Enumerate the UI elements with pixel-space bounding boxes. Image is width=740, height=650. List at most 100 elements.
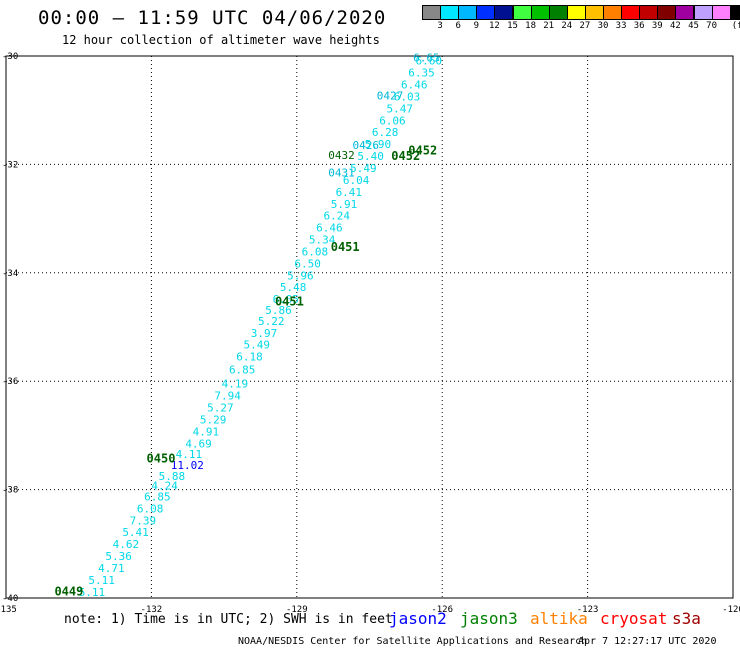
- swh-point-label: 4.24: [151, 480, 178, 493]
- colorbar-label: 42: [669, 21, 681, 31]
- chart-subtitle: 12 hour collection of altimeter wave hei…: [62, 33, 380, 47]
- y-tick-label: -40: [2, 594, 18, 604]
- track-point-label: 0432: [328, 149, 355, 162]
- colorbar-label: 36: [633, 21, 645, 31]
- swh-point-label: 6.60: [416, 55, 443, 68]
- swh-point-label: 6.46: [316, 222, 343, 235]
- swh-point-label: 6.04: [343, 174, 370, 187]
- legend-jason2: jason2: [389, 609, 447, 628]
- legend-altika: altika: [530, 609, 588, 628]
- swh-points: 04320431042604276.655.115.114.715.364.62…: [54, 51, 442, 598]
- colorbar-unit: (ft): [731, 21, 740, 31]
- swh-point-label: 5.41: [122, 526, 149, 539]
- colorbar-label: 33: [615, 21, 627, 31]
- swh-point-label: 7.39: [130, 514, 157, 527]
- pass-time-label: 0452: [408, 144, 437, 158]
- colorbar-label: 30: [597, 21, 609, 31]
- colorbar-label: 21: [543, 21, 555, 31]
- axis-ticks: -135 -132 -129 -126 -123 -120 -30 -32 -34 -36 -38 -…: [0, 52, 740, 615]
- plot-frame: [5, 55, 734, 599]
- swh-point-label: 6.08: [302, 245, 329, 258]
- track-point-label: 6.65: [413, 51, 440, 64]
- pass-time-label: 0452: [391, 149, 420, 163]
- swh-point-label: 5.49: [243, 339, 270, 352]
- swh-point-label: 6.24: [323, 210, 350, 223]
- colorbar-swatch: [729, 5, 740, 20]
- swh-point-label: 4.19: [222, 378, 249, 391]
- legend-jason3: jason3: [460, 609, 518, 628]
- x-tick-label: -135: [0, 605, 17, 615]
- x-tick-label: -129: [286, 605, 308, 615]
- colorbar-label: 45: [688, 21, 699, 31]
- swh-point-label: 5.22: [258, 315, 285, 328]
- swh-point-label: 5.91: [331, 198, 358, 211]
- y-tick-label: -34: [2, 269, 18, 279]
- swh-point-label: 4.62: [113, 538, 140, 551]
- pass-time-label: 0449: [54, 584, 83, 598]
- swh-point-label: 5.29: [200, 413, 227, 426]
- swh-point-label: 4.91: [193, 425, 220, 438]
- swh-point-label: 5.11: [79, 586, 106, 599]
- swh-point-label: 6.85: [229, 364, 256, 377]
- footer-timestamp: Apr 7 12:27:17 UTC 2020: [578, 636, 717, 647]
- colorbar-label: 3: [437, 21, 443, 31]
- y-tick-label: -30: [2, 52, 18, 62]
- x-tick-label: -132: [141, 605, 163, 615]
- swh-point-label: 5.34: [309, 234, 336, 247]
- legend-cryosat: cryosat: [600, 609, 668, 628]
- swh-point-label: 6.05: [273, 293, 300, 306]
- swh-point-label: 4.11: [176, 448, 203, 461]
- swh-point-label: 6.18: [236, 351, 263, 364]
- swh-point-label: 5.49: [350, 162, 377, 175]
- swh-point-label: 5.11: [88, 574, 115, 587]
- pass-time-label: 0451: [275, 294, 304, 308]
- x-tick-label: -126: [431, 605, 453, 615]
- colorbar-label: 39: [651, 21, 663, 31]
- swh-point-label: 5.90: [365, 138, 392, 151]
- swh-point-label: 5.36: [105, 550, 131, 563]
- x-tick-label: -123: [577, 605, 599, 615]
- chart-title: 00:00 – 11:59 UTC 04/06/2020: [38, 7, 387, 29]
- track-point-label: 0426: [353, 139, 380, 152]
- swh-point-label: 6.35: [408, 67, 435, 80]
- swh-point-label: 6.08: [137, 502, 164, 515]
- colorbar-label: 12: [488, 21, 500, 31]
- swh-point-label: 4.69: [185, 437, 212, 450]
- colorbar-label: 27: [579, 21, 591, 31]
- track-point-label: 0427: [377, 89, 404, 102]
- swh-point-label: 5.47: [386, 102, 413, 115]
- track-point-label: 0431: [328, 166, 355, 179]
- swh-point-label: 7.94: [214, 390, 241, 403]
- swh-point-label: 6.03: [394, 90, 421, 103]
- swh-point-label: 5.86: [265, 304, 292, 317]
- swh-point-label: 6.50: [294, 257, 321, 270]
- swh-point-label: 5.27: [207, 402, 234, 415]
- colorbar-label: 18: [525, 21, 537, 31]
- x-tick-label: -120: [722, 605, 740, 615]
- swh-point-label: 5.40: [357, 150, 384, 163]
- swh-point-label: 5.88: [159, 470, 186, 483]
- swh-point-label: 6.28: [372, 126, 399, 139]
- colorbar-label: 24: [561, 21, 573, 31]
- footer-credit: NOAA/NESDIS Center for Satellite Applica…: [238, 636, 588, 647]
- y-tick-label: -32: [2, 160, 18, 170]
- swh-point-label: 5.96: [287, 269, 314, 282]
- swh-point-label: 6.41: [336, 186, 363, 199]
- colorbar-label: 15: [507, 21, 518, 31]
- y-tick-label: -38: [2, 486, 18, 496]
- legend-s3a: s3a: [672, 609, 701, 628]
- colorbar-label: 70: [706, 21, 718, 31]
- pass-time-label: 0451: [331, 240, 360, 254]
- swh-point-label: 6.85: [144, 490, 171, 503]
- swh-point-label: 5.48: [280, 281, 307, 294]
- colorbar-label: 9: [473, 21, 479, 31]
- swh-point-label: 4.71: [98, 562, 125, 575]
- footer-note: note: 1) Time is in UTC; 2) SWH is in fe…: [64, 612, 393, 627]
- pass-time-label: 0450: [147, 452, 176, 466]
- colorbar-label: 6: [455, 21, 461, 31]
- swh-point-label: 3.97: [251, 327, 277, 340]
- y-tick-label: -36: [2, 377, 18, 387]
- swh-point-label: 6.46: [401, 79, 428, 92]
- swh-point-label: 6.06: [379, 114, 406, 127]
